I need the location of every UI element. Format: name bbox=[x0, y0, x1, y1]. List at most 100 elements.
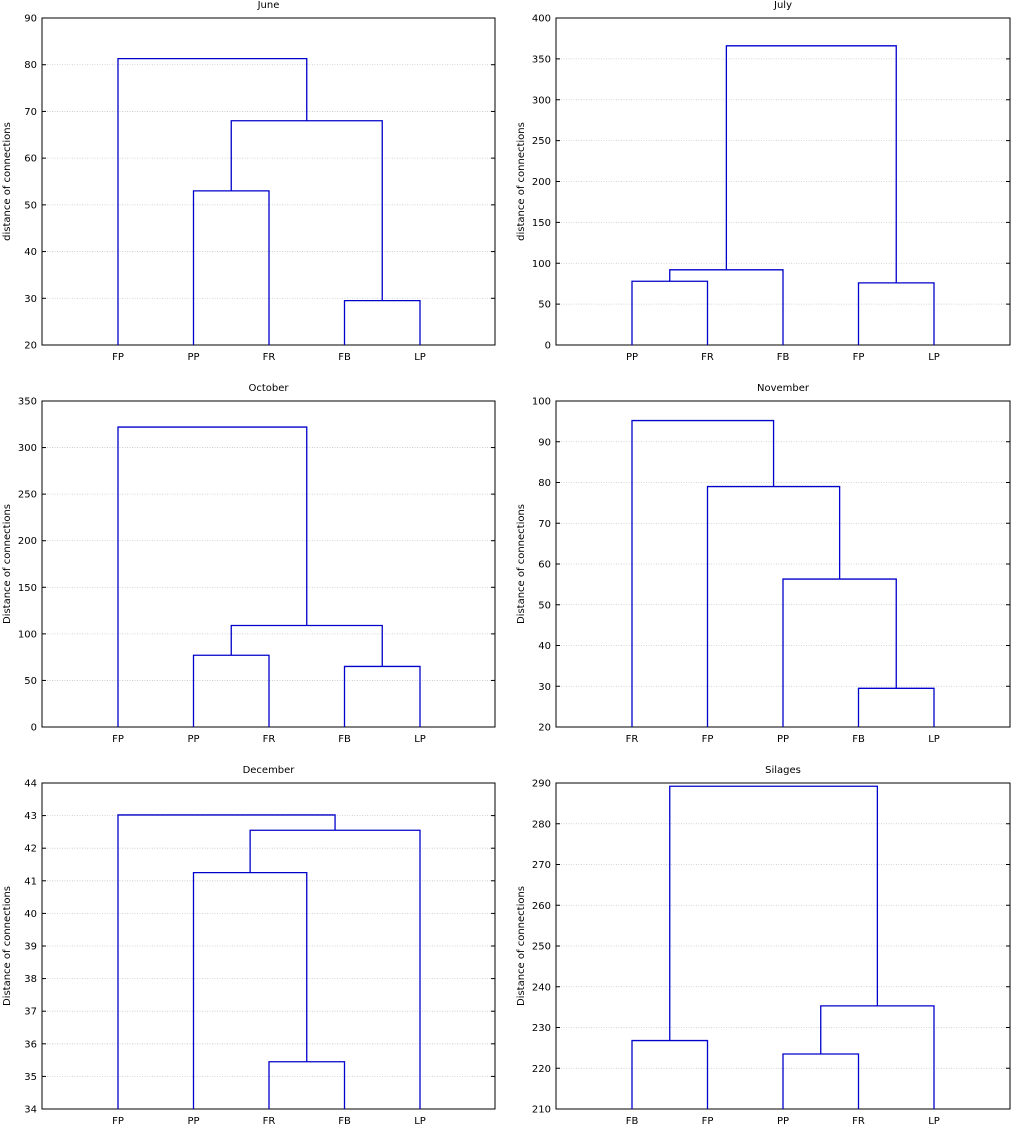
leaf-label: LP bbox=[928, 734, 940, 745]
y-tick-label: 60 bbox=[24, 154, 37, 165]
merge-link-1 bbox=[631, 1039, 709, 1109]
leaf-label: FR bbox=[701, 352, 714, 363]
leaf-label: FP bbox=[112, 734, 124, 745]
y-tick-label: 43 bbox=[24, 811, 37, 822]
merge-link-0 bbox=[268, 1061, 346, 1109]
dendrogram-links bbox=[117, 426, 421, 727]
y-tick-label: 60 bbox=[538, 560, 551, 571]
leaf-label: FP bbox=[702, 734, 714, 745]
dendrogram-links bbox=[117, 57, 421, 345]
dendrogram-links bbox=[631, 419, 935, 727]
merge-link-3 bbox=[631, 419, 775, 727]
y-tick-label: 210 bbox=[532, 1105, 551, 1116]
y-tick-label: 70 bbox=[24, 107, 37, 118]
merge-link-1 bbox=[631, 280, 709, 345]
chart-title: July bbox=[773, 0, 792, 11]
y-tick-label: 30 bbox=[538, 682, 551, 693]
merge-link-1 bbox=[782, 578, 897, 727]
dendrogram-panel-july: 0 50 100 150 200 250 300 350 400 PP FR FB FP LP July di… bbox=[516, 0, 1011, 363]
y-tick-label: 38 bbox=[24, 974, 37, 985]
y-tick-label: 41 bbox=[24, 876, 37, 887]
y-tick-label: 40 bbox=[24, 909, 37, 920]
y-tick-label: 300 bbox=[532, 95, 551, 106]
y-tick-label: 50 bbox=[538, 600, 551, 611]
merge-link-2 bbox=[230, 624, 383, 667]
y-tick-label: 240 bbox=[532, 982, 551, 993]
leaf-label: PP bbox=[626, 352, 638, 363]
y-tick-label: 350 bbox=[18, 397, 37, 408]
y-tick-label: 30 bbox=[24, 294, 37, 305]
y-tick-label: 260 bbox=[532, 901, 551, 912]
merge-link-3 bbox=[117, 814, 336, 1109]
dendrogram-links bbox=[117, 814, 421, 1109]
leaf-label: FB bbox=[338, 734, 351, 745]
leaf-label: PP bbox=[187, 1116, 199, 1127]
leaf-label: FR bbox=[852, 1116, 865, 1127]
leaf-label: FR bbox=[263, 1116, 276, 1127]
y-tick-label: 36 bbox=[24, 1039, 37, 1050]
y-axis-label: Distance of connections bbox=[2, 504, 13, 624]
y-tick-label: 150 bbox=[532, 218, 551, 229]
y-axis-label: Distance of connections bbox=[2, 886, 13, 1006]
y-tick-label: 80 bbox=[538, 478, 551, 489]
y-tick-label: 40 bbox=[538, 641, 551, 652]
y-tick-label: 100 bbox=[532, 397, 551, 408]
y-tick-label: 90 bbox=[538, 437, 551, 448]
y-tick-label: 50 bbox=[24, 200, 37, 211]
leaf-label: PP bbox=[187, 352, 199, 363]
leaf-label: FB bbox=[777, 352, 790, 363]
leaf-label: FB bbox=[626, 1116, 639, 1127]
y-tick-label: 42 bbox=[24, 844, 37, 855]
y-tick-label: 230 bbox=[532, 1023, 551, 1034]
dendrogram-panel-silages: 210 220 230 240 250 260 270 280 290 FB FP PP FR LP Sil… bbox=[516, 765, 1011, 1127]
dendrogram-panel-december: 34 35 36 37 38 39 40 41 42 43 44 FP PP FR FB LP December… bbox=[2, 765, 496, 1127]
leaf-label: FB bbox=[852, 734, 865, 745]
merge-link-3 bbox=[117, 426, 308, 727]
y-axis-label: Distance of connections bbox=[516, 504, 527, 624]
dendrogram-panel-november: 20 30 40 50 60 70 80 90 100 FR FP PP FB LP November Dis… bbox=[516, 383, 1011, 745]
merge-link-2 bbox=[820, 1005, 935, 1109]
merge-link-0 bbox=[343, 665, 421, 727]
leaf-label: FP bbox=[112, 352, 124, 363]
y-tick-label: 350 bbox=[532, 54, 551, 65]
y-tick-label: 250 bbox=[532, 942, 551, 953]
leaf-label: PP bbox=[187, 734, 199, 745]
leaf-label: FR bbox=[263, 352, 276, 363]
leaf-label: FR bbox=[263, 734, 276, 745]
leaf-label: FP bbox=[702, 1116, 714, 1127]
leaf-label: LP bbox=[414, 1116, 426, 1127]
y-tick-label: 290 bbox=[532, 779, 551, 790]
y-tick-label: 250 bbox=[532, 136, 551, 147]
merge-link-0 bbox=[782, 1053, 860, 1109]
y-tick-label: 50 bbox=[24, 676, 37, 687]
dendrogram-links bbox=[631, 45, 935, 345]
chart-title: November bbox=[757, 383, 810, 394]
y-tick-label: 34 bbox=[24, 1105, 37, 1116]
leaf-label: LP bbox=[928, 352, 940, 363]
y-tick-label: 100 bbox=[532, 259, 551, 270]
y-tick-label: 39 bbox=[24, 942, 37, 953]
y-tick-label: 0 bbox=[545, 341, 551, 352]
merge-link-0 bbox=[343, 299, 421, 345]
leaf-label: FB bbox=[338, 1116, 351, 1127]
y-tick-label: 150 bbox=[18, 583, 37, 594]
merge-link-1 bbox=[192, 654, 270, 727]
chart-title: December bbox=[243, 765, 296, 776]
dendrogram-panel-october: 0 50 100 150 200 250 300 350 FP PP FR FB LP October Di… bbox=[2, 383, 496, 745]
y-axis-label: Distance of connections bbox=[516, 886, 527, 1006]
y-tick-label: 220 bbox=[532, 1064, 551, 1075]
leaf-label: FP bbox=[112, 1116, 124, 1127]
leaf-label: FR bbox=[626, 734, 639, 745]
y-tick-label: 300 bbox=[18, 443, 37, 454]
y-tick-label: 90 bbox=[24, 14, 37, 25]
y-tick-label: 20 bbox=[24, 341, 37, 352]
leaf-label: FP bbox=[853, 352, 865, 363]
y-axis-label: distance of connections bbox=[516, 122, 527, 241]
merge-link-3 bbox=[725, 45, 897, 283]
leaf-label: LP bbox=[414, 734, 426, 745]
y-tick-label: 0 bbox=[31, 723, 37, 734]
y-tick-label: 37 bbox=[24, 1007, 37, 1018]
y-tick-label: 200 bbox=[532, 177, 551, 188]
dendrogram-panel-june: 20 30 40 50 60 70 80 90 FP PP FR FB LP June distance o… bbox=[2, 0, 496, 363]
